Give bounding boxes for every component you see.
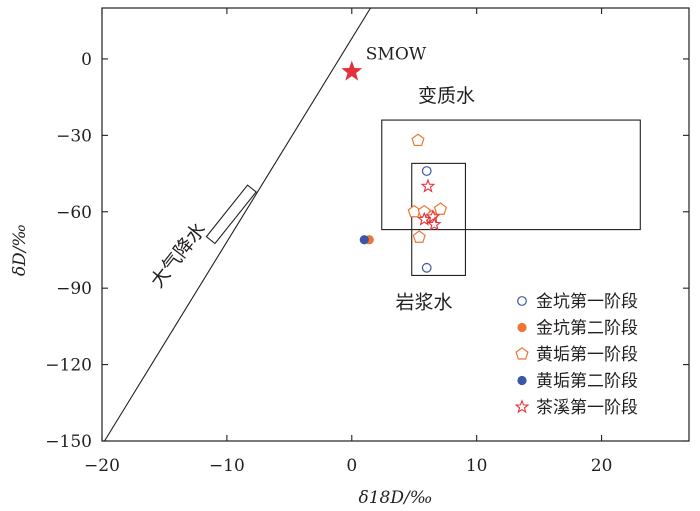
data-point — [426, 216, 442, 231]
data-point — [411, 133, 425, 147]
data-point — [412, 230, 426, 243]
meteoric-water-box — [205, 184, 257, 245]
x-tick-label: 20 — [591, 456, 613, 476]
data-point — [433, 202, 448, 215]
data-point — [359, 235, 369, 245]
legend-label: 黄垢第二阶段 — [536, 372, 638, 392]
data-point — [421, 166, 432, 176]
region-box-1 — [411, 162, 466, 276]
y-tick-label: −90 — [56, 279, 92, 299]
legend-marker — [515, 347, 529, 360]
y-tick-label: −30 — [56, 126, 92, 146]
data-point — [425, 209, 441, 224]
legend-label: 黄垢第一阶段 — [536, 345, 638, 365]
y-axis-title: δD/‰ — [10, 224, 30, 276]
region-box-0 — [381, 119, 641, 231]
y-tick-label: −60 — [56, 203, 92, 223]
legend-marker — [517, 322, 527, 333]
meteoric-water-label: 大气降水 — [146, 219, 210, 292]
data-point — [421, 262, 432, 273]
legend-label: 金坑第二阶段 — [536, 319, 638, 339]
y-tick-label: −150 — [45, 432, 92, 452]
plot-frame — [101, 7, 690, 442]
x-tick-label: −10 — [209, 456, 245, 476]
smow-label: SMOW — [366, 45, 427, 65]
legend-marker — [517, 296, 527, 306]
x-tick-label: 10 — [466, 456, 488, 476]
y-tick-label: 0 — [81, 50, 92, 70]
legend-label: 金坑第一阶段 — [536, 292, 638, 312]
legend-label: 茶溪第一阶段 — [536, 398, 638, 418]
x-axis-title: δ18D/‰ — [358, 488, 432, 508]
metamorphic-water-label: 变质水 — [418, 85, 475, 107]
data-point — [420, 178, 436, 193]
x-tick-label: 0 — [346, 456, 357, 476]
magmatic-water-label: 岩浆水 — [396, 291, 453, 313]
legend-marker — [517, 375, 527, 386]
meteoric-water-line — [104, 8, 371, 441]
smow-star — [341, 60, 363, 81]
y-tick-label: −120 — [45, 356, 92, 376]
data-point — [416, 211, 432, 226]
legend-marker — [514, 399, 530, 414]
x-tick-label: −20 — [84, 456, 120, 476]
